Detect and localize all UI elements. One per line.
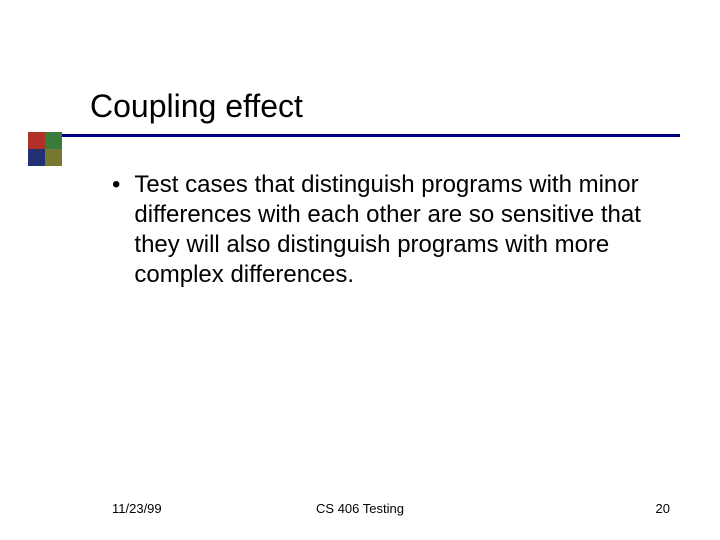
footer-date: 11/23/99: [112, 501, 162, 516]
title-underline: [30, 134, 680, 137]
logo-block-red: [28, 132, 45, 149]
bullet-item: • Test cases that distinguish programs w…: [112, 170, 650, 290]
footer-course: CS 406 Testing: [316, 501, 404, 516]
title-area: Coupling effect: [90, 88, 680, 133]
logo-block-olive: [45, 149, 62, 166]
slide-footer: 11/23/99 CS 406 Testing 20: [0, 501, 720, 516]
slide-title: Coupling effect: [90, 88, 680, 125]
footer-page-number: 20: [656, 501, 670, 516]
logo-icon: [28, 132, 62, 166]
bullet-marker: •: [112, 170, 120, 200]
slide-container: Coupling effect • Test cases that distin…: [0, 0, 720, 540]
logo-block-green: [45, 132, 62, 149]
bullet-text: Test cases that distinguish programs wit…: [134, 170, 650, 290]
logo-block-blue: [28, 149, 45, 166]
body-content: • Test cases that distinguish programs w…: [112, 170, 650, 290]
